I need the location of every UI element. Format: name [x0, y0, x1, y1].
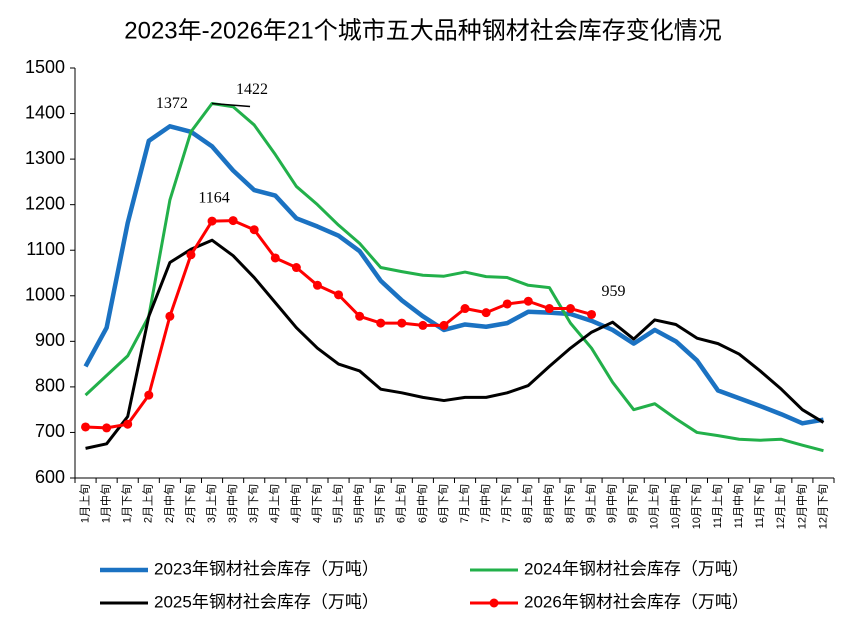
- x-tick-label: 12月中旬: [795, 484, 808, 529]
- series-marker: [207, 216, 217, 226]
- x-tick-label: 4月上旬: [268, 484, 281, 523]
- x-tick-label: 10月下旬: [690, 484, 703, 529]
- x-tick-label: 2月上旬: [142, 484, 155, 523]
- series-marker: [565, 304, 575, 314]
- series-marker: [123, 419, 133, 429]
- x-tick-label: 11月下旬: [753, 484, 766, 528]
- y-tick-label: 1500: [25, 57, 65, 77]
- x-tick-label: 1月中旬: [100, 484, 113, 523]
- x-tick-label: 8月中旬: [542, 484, 555, 523]
- series-marker: [144, 390, 154, 400]
- y-tick-label: 1100: [26, 239, 65, 259]
- x-tick-label: 11月上旬: [711, 484, 724, 528]
- x-tick-label: 7月下旬: [500, 484, 513, 523]
- y-tick-label: 800: [35, 376, 65, 396]
- series-marker: [481, 308, 491, 318]
- series-line: [85, 238, 825, 450]
- legend-label: 2025年钢材社会库存（万吨）: [154, 592, 379, 611]
- legend-label: 2026年钢材社会库存（万吨）: [524, 592, 749, 611]
- x-tick-label: 11月中旬: [732, 484, 745, 528]
- series-marker: [270, 253, 280, 263]
- series-marker: [249, 225, 259, 235]
- leader-line: [211, 102, 251, 108]
- x-tick-label: 10月上旬: [648, 484, 661, 529]
- y-tick-label: 1200: [25, 193, 65, 213]
- series-marker: [587, 309, 597, 319]
- x-tick-label: 3月下旬: [247, 484, 260, 523]
- x-tick-label: 5月下旬: [374, 484, 387, 523]
- y-tick-label: 900: [35, 330, 65, 350]
- y-tick-label: 1300: [25, 148, 65, 168]
- y-tick-label: 600: [35, 467, 65, 487]
- series-marker: [81, 422, 91, 432]
- data-label: 959: [602, 283, 626, 300]
- series-marker: [544, 304, 554, 314]
- y-tick-label: 700: [35, 421, 65, 441]
- x-tick-label: 6月下旬: [437, 484, 450, 523]
- series-marker: [418, 320, 428, 330]
- data-label: 1164: [198, 190, 229, 207]
- y-tick-label: 1000: [25, 285, 65, 305]
- x-tick-label: 4月下旬: [310, 484, 323, 523]
- data-label: 1372: [156, 95, 188, 112]
- x-tick-label: 3月上旬: [205, 484, 218, 523]
- x-tick-label: 6月中旬: [416, 484, 429, 523]
- x-tick-label: 1月上旬: [78, 484, 91, 523]
- x-tick-label: 1月下旬: [121, 484, 134, 523]
- series-marker: [334, 290, 344, 300]
- series-marker: [502, 299, 512, 309]
- x-tick-label: 8月上旬: [521, 484, 534, 523]
- x-tick-label: 8月下旬: [563, 484, 576, 523]
- x-tick-label: 9月上旬: [584, 484, 597, 523]
- series-marker: [228, 216, 238, 226]
- x-tick-label: 5月上旬: [331, 484, 344, 523]
- x-tick-label: 7月中旬: [479, 484, 492, 523]
- x-tick-label: 12月下旬: [816, 484, 829, 529]
- x-tick-label: 3月中旬: [226, 484, 239, 523]
- x-tick-label: 2月中旬: [163, 484, 176, 523]
- x-tick-label: 5月中旬: [353, 484, 366, 523]
- x-tick-label: 12月上旬: [774, 484, 787, 529]
- x-tick-label: 2月下旬: [184, 484, 197, 523]
- series-marker: [312, 280, 322, 290]
- series-marker: [291, 263, 301, 273]
- series-marker: [523, 296, 533, 306]
- series-marker: [355, 311, 365, 321]
- y-tick-label: 1400: [25, 102, 65, 122]
- x-tick-label: 9月中旬: [606, 484, 619, 523]
- x-tick-label: 7月上旬: [458, 484, 471, 523]
- series-marker: [439, 320, 449, 330]
- legend-marker: [489, 598, 499, 608]
- legend-label: 2023年钢材社会库存（万吨）: [154, 559, 379, 578]
- x-tick-label: 9月下旬: [627, 484, 640, 523]
- chart-title: 2023年-2026年21个城市五大品种钢材社会库存变化情况: [124, 17, 721, 44]
- series-marker: [165, 311, 175, 321]
- series-marker: [397, 318, 407, 328]
- series-marker: [460, 304, 470, 314]
- x-tick-label: 6月上旬: [395, 484, 408, 523]
- series-line: [83, 124, 824, 426]
- legend-label: 2024年钢材社会库存（万吨）: [524, 559, 749, 578]
- series-marker: [186, 250, 196, 260]
- x-tick-label: 4月中旬: [289, 484, 302, 523]
- data-label: 1422: [236, 81, 268, 98]
- series-marker: [376, 318, 386, 328]
- x-tick-label: 10月中旬: [669, 484, 682, 529]
- series-line: [84, 102, 824, 453]
- series-marker: [102, 423, 112, 433]
